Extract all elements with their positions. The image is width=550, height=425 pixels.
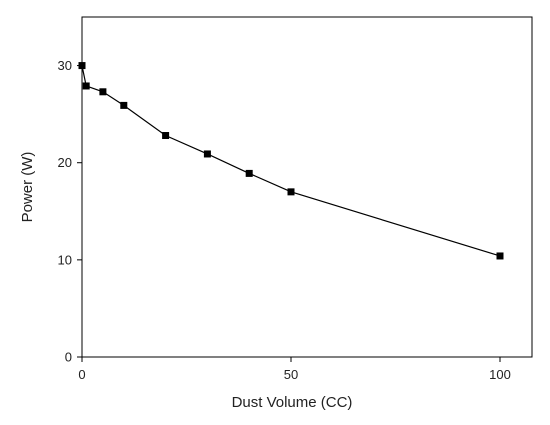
y-tick-label: 10 — [58, 252, 72, 267]
data-point-marker — [120, 101, 128, 109]
data-point-marker — [162, 132, 170, 140]
data-point-marker — [99, 88, 107, 96]
y-axis: 0 10 20 30 — [58, 58, 82, 365]
data-point-marker — [245, 169, 253, 177]
x-axis-title: Dust Volume (CC) — [232, 394, 353, 411]
x-tick-label: 0 — [78, 367, 85, 382]
y-tick-label: 0 — [65, 350, 72, 365]
data-point-marker — [82, 82, 90, 90]
x-tick-label: 50 — [284, 367, 298, 382]
y-tick-label: 20 — [58, 155, 72, 170]
plot-frame — [81, 16, 533, 358]
x-tick-label: 100 — [489, 367, 511, 382]
series-line — [81, 65, 501, 257]
x-axis: 0 50 100 — [78, 357, 511, 382]
data-point-marker — [78, 62, 86, 70]
y-tick-label: 30 — [58, 58, 72, 73]
data-point-marker — [496, 252, 504, 260]
data-point-marker — [287, 188, 295, 196]
y-axis-title: Power (W) — [19, 152, 36, 223]
series-markers — [78, 62, 504, 260]
data-point-marker — [203, 150, 211, 158]
